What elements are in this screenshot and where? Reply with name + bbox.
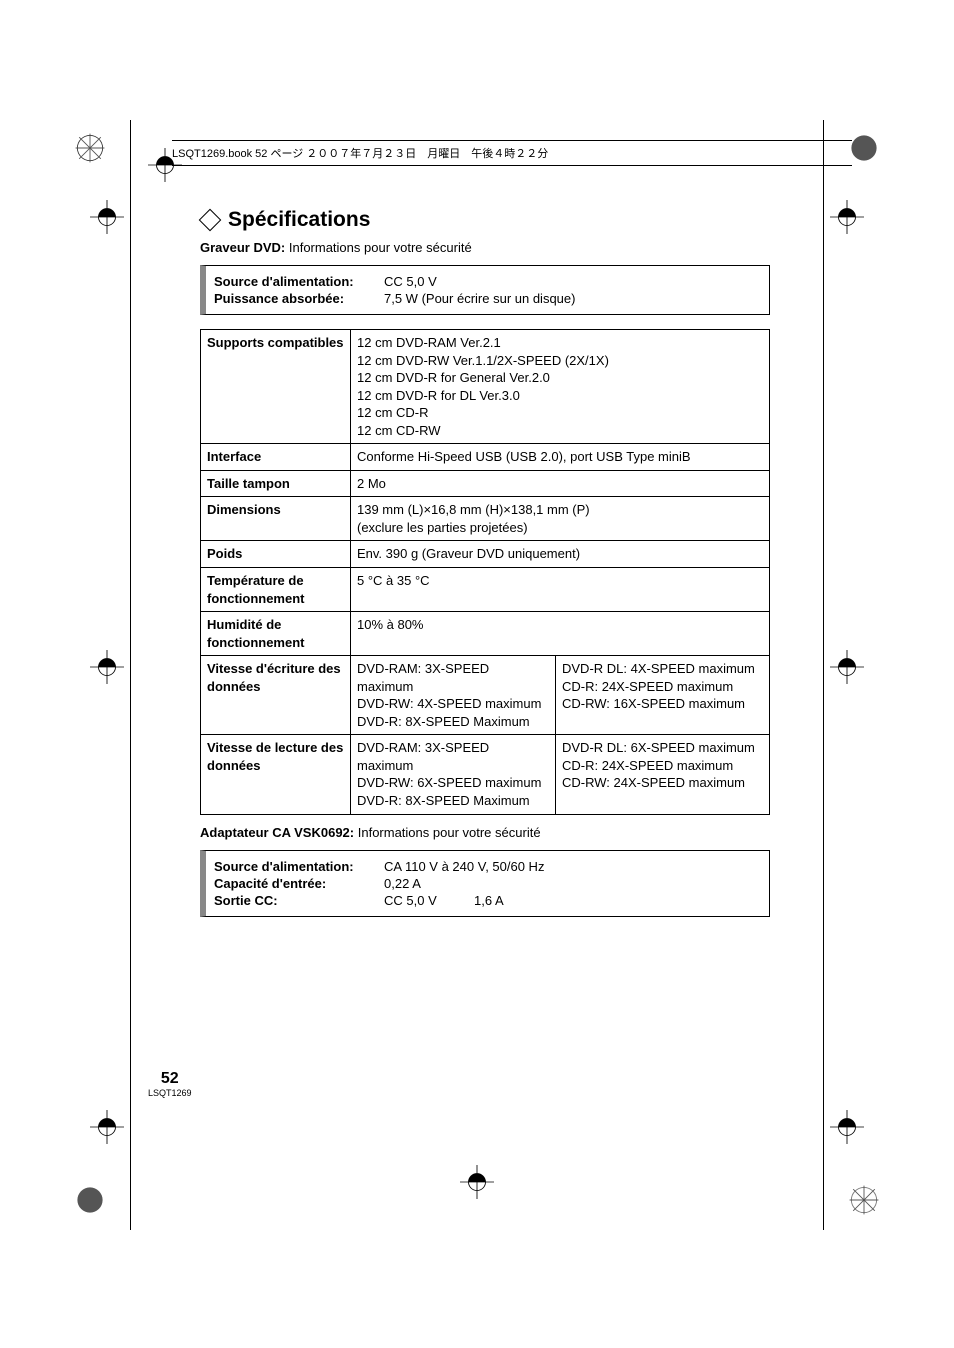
puissance-label: Puissance absorbée: [214, 291, 384, 306]
adapter-label: Adaptateur CA VSK0692: [200, 825, 354, 840]
book-header-line: LSQT1269.book 52 ページ ２００７年７月２３日 月曜日 午後４時… [172, 140, 852, 166]
dims-value: 139 mm (L)×16,8 mm (H)×138,1 mm (P) (exc… [351, 497, 770, 541]
vit-lec-label: Vitesse de lecture des données [201, 735, 351, 814]
reg-mark [830, 650, 864, 684]
power-info-box: Source d'alimentation: CC 5,0 V Puissanc… [200, 265, 770, 315]
adapter-cap-value: 0,22 A [384, 876, 421, 891]
vit-ecr-c2: DVD-R DL: 4X-SPEED maximum CD-R: 24X-SPE… [556, 656, 770, 735]
adapter-sortie-label: Sortie CC: [214, 893, 384, 908]
adapter-info-box: Source d'alimentation: CA 110 V à 240 V,… [200, 850, 770, 917]
reg-mark [90, 200, 124, 234]
reg-mark [830, 1110, 864, 1144]
poids-label: Poids [201, 541, 351, 568]
reg-mark [90, 1110, 124, 1144]
supports-label: Supports compatibles [201, 330, 351, 444]
temp-label: Température de fonctionnement [201, 568, 351, 612]
humid-label: Humidité de fonctionnement [201, 612, 351, 656]
reg-mark [460, 1165, 494, 1199]
adapter-subtitle: Adaptateur CA VSK0692: Informations pour… [200, 825, 770, 840]
adapter-sortie-v1: CC 5,0 V [384, 893, 474, 908]
crop-line [823, 120, 824, 1230]
diamond-icon [199, 209, 222, 232]
graveur-label: Graveur DVD: [200, 240, 285, 255]
reg-mark [830, 200, 864, 234]
source-alim-label: Source d'alimentation: [214, 274, 384, 289]
page-number: 52 [148, 1070, 192, 1088]
spec-table: Supports compatibles 12 cm DVD-RAM Ver.2… [200, 329, 770, 815]
dims-label: Dimensions [201, 497, 351, 541]
adapter-source-label: Source d'alimentation: [214, 859, 384, 874]
tampon-value: 2 Mo [351, 470, 770, 497]
adapter-text: Informations pour votre sécurité [354, 825, 540, 840]
adapter-cap-label: Capacité d'entrée: [214, 876, 384, 891]
crop-line [130, 120, 131, 1230]
section-title: Spécifications [228, 208, 370, 232]
corner-ornament-tl [72, 130, 108, 166]
page-code: LSQT1269 [148, 1088, 192, 1098]
poids-value: Env. 390 g (Graveur DVD uniquement) [351, 541, 770, 568]
vit-ecr-c1: DVD-RAM: 3X-SPEED maximum DVD-RW: 4X-SPE… [351, 656, 556, 735]
humid-value: 10% à 80% [351, 612, 770, 656]
reg-mark [90, 650, 124, 684]
interface-value: Conforme Hi-Speed USB (USB 2.0), port US… [351, 444, 770, 471]
page-number-block: 52 LSQT1269 [148, 1070, 192, 1098]
vit-lec-c1: DVD-RAM: 3X-SPEED maximum DVD-RW: 6X-SPE… [351, 735, 556, 814]
tampon-label: Taille tampon [201, 470, 351, 497]
supports-value: 12 cm DVD-RAM Ver.2.1 12 cm DVD-RW Ver.1… [351, 330, 770, 444]
temp-value: 5 °C à 35 °C [351, 568, 770, 612]
source-alim-value: CC 5,0 V [384, 274, 437, 289]
page-content: LSQT1269.book 52 ページ ２００７年７月２３日 月曜日 午後４時… [200, 140, 770, 931]
interface-label: Interface [201, 444, 351, 471]
corner-ornament-br [846, 1182, 882, 1218]
vit-ecr-label: Vitesse d'écriture des données [201, 656, 351, 735]
graveur-subtitle: Graveur DVD: Informations pour votre séc… [200, 240, 770, 255]
graveur-text: Informations pour votre sécurité [285, 240, 471, 255]
corner-ornament-bl [72, 1182, 108, 1218]
puissance-value: 7,5 W (Pour écrire sur un disque) [384, 291, 575, 306]
adapter-source-value: CA 110 V à 240 V, 50/60 Hz [384, 859, 544, 874]
adapter-sortie-v2: 1,6 A [474, 893, 504, 908]
section-title-row: Spécifications [200, 208, 770, 232]
vit-lec-c2: DVD-R DL: 6X-SPEED maximum CD-R: 24X-SPE… [556, 735, 770, 814]
